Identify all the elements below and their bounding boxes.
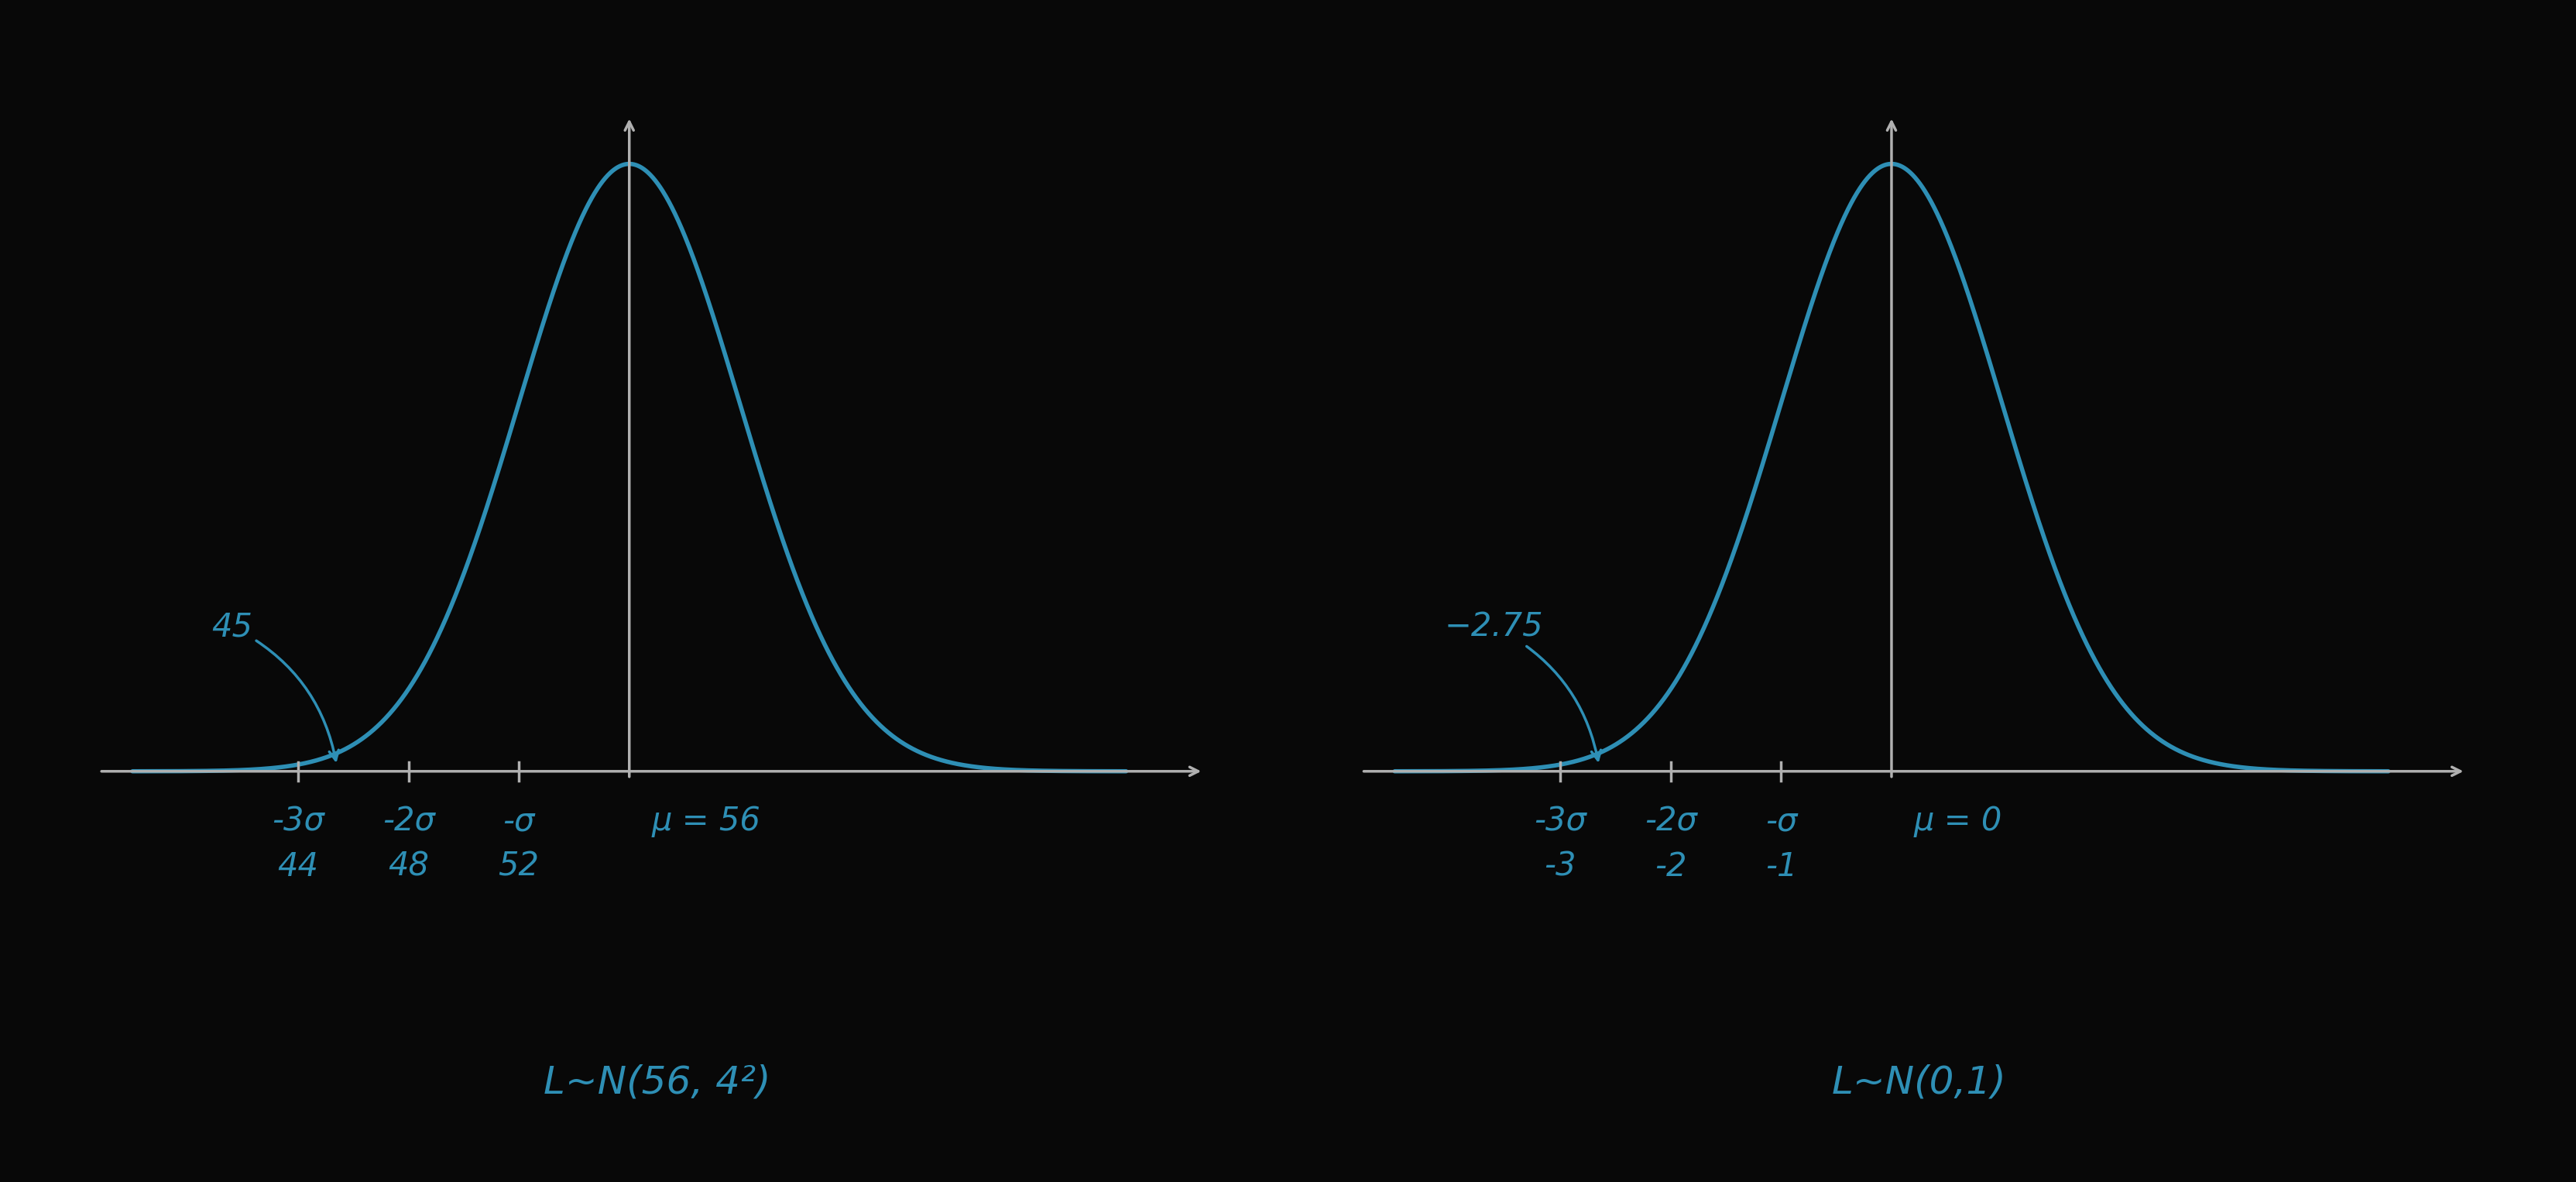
Text: -3: -3 (1543, 851, 1577, 883)
Text: -σ: -σ (502, 805, 536, 837)
Text: -2: -2 (1654, 851, 1687, 883)
Text: L~N(56, 4²): L~N(56, 4²) (544, 1064, 770, 1100)
Text: -1: -1 (1765, 851, 1798, 883)
Text: μ = 0: μ = 0 (1914, 805, 2002, 837)
Text: L~N(0,1): L~N(0,1) (1832, 1064, 2007, 1100)
Text: 52: 52 (497, 851, 538, 883)
Text: -3σ: -3σ (273, 805, 325, 837)
Text: 44: 44 (278, 851, 319, 883)
Text: μ = 56: μ = 56 (652, 805, 760, 837)
Text: 48: 48 (389, 851, 430, 883)
Text: -2σ: -2σ (381, 805, 435, 837)
Text: −2.75: −2.75 (1445, 610, 1600, 760)
Text: -3σ: -3σ (1535, 805, 1587, 837)
Text: -2σ: -2σ (1643, 805, 1698, 837)
Text: 45: 45 (211, 610, 337, 760)
Text: -σ: -σ (1765, 805, 1798, 837)
